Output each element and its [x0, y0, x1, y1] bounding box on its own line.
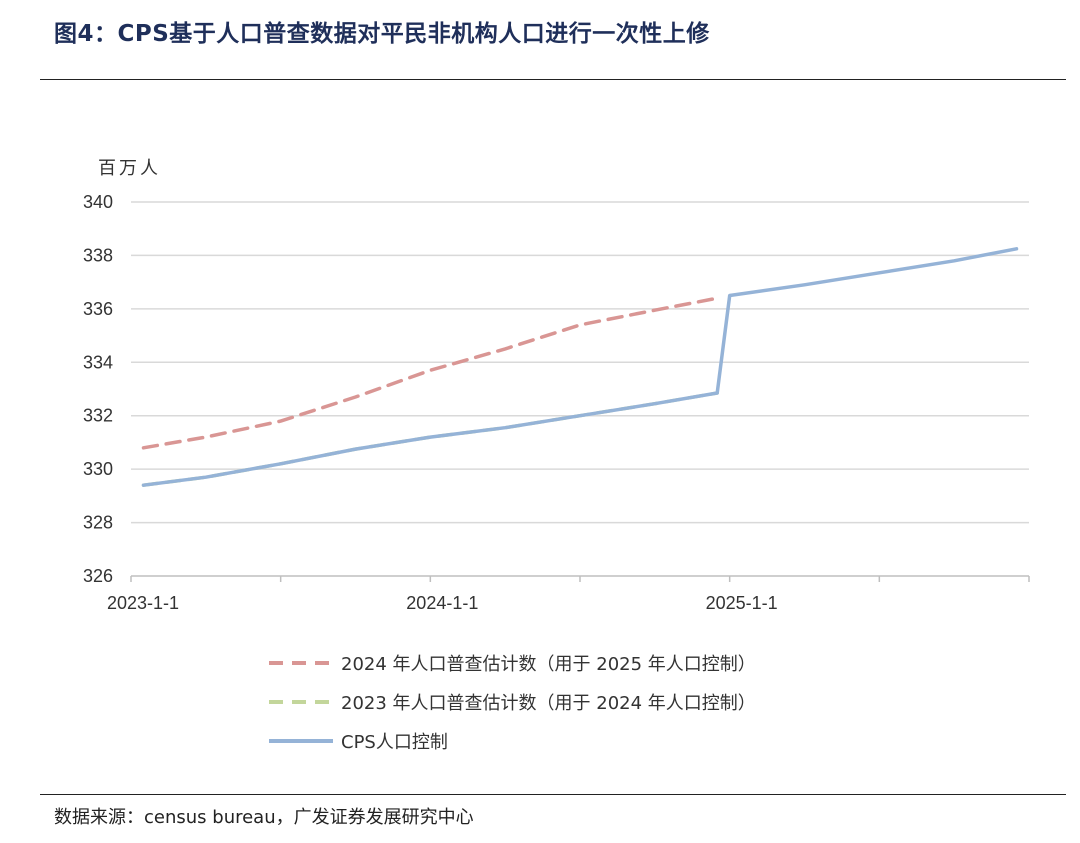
y-tick-label-330: 330	[83, 459, 113, 479]
series-line-2	[141, 247, 1019, 487]
x-tick-label-2024-1-1: 2024-1-1	[406, 593, 478, 613]
legend: 2024 年人口普查估计数（用于 2025 年人口控制） 2023 年人口普查估计…	[269, 654, 756, 753]
y-tick-label-332: 332	[83, 406, 113, 426]
chart-title: 图4：CPS基于人口普查数据对平民非机构人口进行一次性上修	[54, 21, 710, 47]
y-tick-label-328: 328	[83, 513, 113, 533]
source-note: 数据来源：census bureau，广发证券发展研究中心	[54, 807, 474, 828]
legend-label-1: 2023 年人口普查估计数（用于 2024 年人口控制）	[341, 693, 756, 714]
axes: 326 328 330 332 334 336 338 340 百万人 2023-1-1 2024-…	[83, 158, 1030, 613]
legend-label-0: 2024 年人口普查估计数（用于 2025 年人口控制）	[341, 654, 756, 675]
x-tick-label-2023-1-1: 2023-1-1	[107, 593, 179, 613]
y-axis-unit-label: 百万人	[98, 158, 161, 179]
y-tick-label-326: 326	[83, 566, 113, 586]
series-lines	[141, 247, 1019, 487]
legend-label-2: CPS人口控制	[341, 732, 448, 753]
series-line-0	[141, 296, 719, 450]
y-tick-label-336: 336	[83, 299, 113, 319]
bottom-rule	[40, 794, 1066, 795]
gridlines	[131, 201, 1029, 524]
top-rule	[40, 79, 1066, 80]
y-tick-label-338: 338	[83, 245, 113, 265]
y-tick-label-340: 340	[83, 192, 113, 212]
x-tick-label-2025-1-1: 2025-1-1	[706, 593, 778, 613]
y-tick-label-334: 334	[83, 352, 113, 372]
